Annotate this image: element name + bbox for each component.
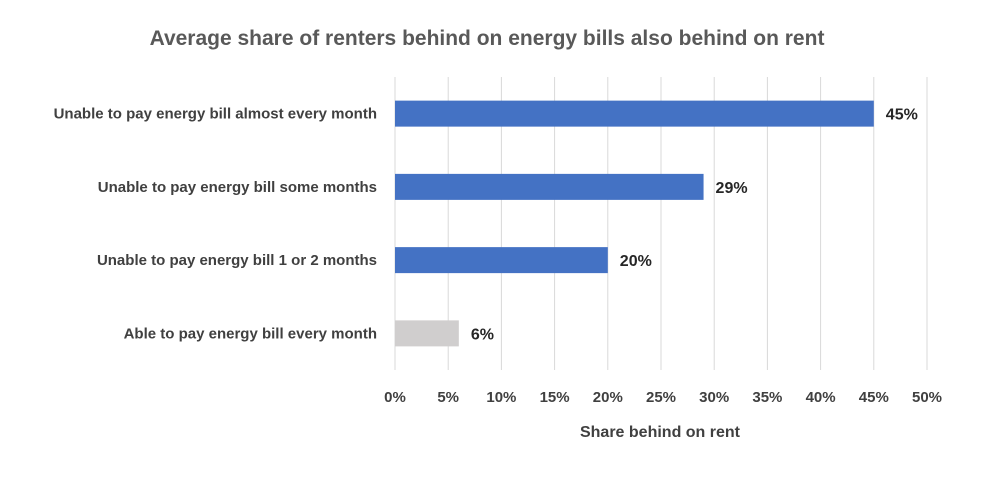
x-tick-label: 15% [540, 389, 570, 406]
category-labels: Unable to pay energy bill almost every m… [54, 106, 377, 343]
data-label: 29% [716, 180, 748, 197]
category-label: Unable to pay energy bill 1 or 2 months [97, 252, 377, 269]
x-tick-label: 45% [859, 389, 889, 406]
x-tick-label: 50% [912, 389, 942, 406]
data-label: 45% [886, 107, 918, 124]
x-tick-label: 25% [646, 389, 676, 406]
x-tick-label: 5% [437, 389, 459, 406]
x-tick-label: 40% [806, 389, 836, 406]
x-tick-label: 35% [752, 389, 782, 406]
x-tick-label: 10% [486, 389, 516, 406]
x-tick-label: 20% [593, 389, 623, 406]
data-label: 20% [620, 253, 652, 270]
category-label: Able to pay energy bill every month [124, 325, 377, 342]
bar [395, 247, 608, 274]
category-label: Unable to pay energy bill some months [98, 179, 377, 196]
data-labels: 45% 29% 20% 6% [471, 107, 918, 344]
category-label: Unable to pay energy bill almost every m… [54, 106, 377, 123]
bar [395, 100, 874, 127]
bar [395, 173, 704, 200]
bar [395, 320, 459, 347]
data-label: 6% [471, 326, 494, 343]
x-tick-label: 30% [699, 389, 729, 406]
chart-title: Average share of renters behind on energ… [150, 27, 825, 50]
x-tick-label: 0% [384, 389, 406, 406]
bars [395, 100, 874, 347]
x-axis-title: Share behind on rent [580, 424, 741, 441]
x-tick-labels: 0% 5% 10% 15% 20% 25% 30% 35% 40% 45% 50% [384, 389, 942, 406]
